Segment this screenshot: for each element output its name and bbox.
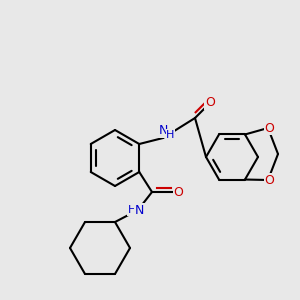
- Text: H: H: [128, 205, 136, 215]
- Text: N: N: [158, 124, 168, 137]
- Text: O: O: [265, 173, 275, 187]
- Text: H: H: [166, 130, 175, 140]
- Text: N: N: [135, 203, 144, 217]
- Text: O: O: [205, 97, 215, 110]
- Text: O: O: [174, 185, 184, 199]
- Text: O: O: [265, 122, 275, 134]
